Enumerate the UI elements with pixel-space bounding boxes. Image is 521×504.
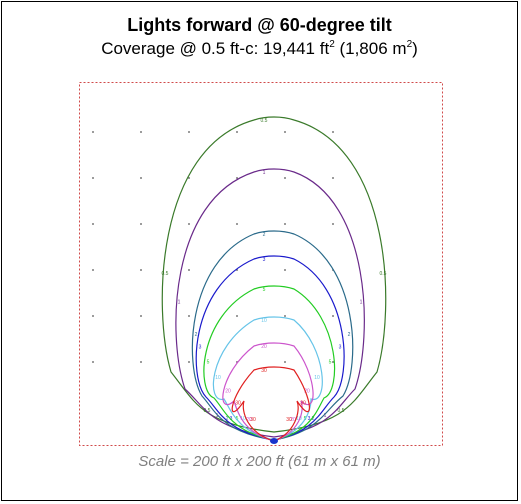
grid-dot bbox=[236, 177, 238, 179]
contour-label-3: 3 bbox=[308, 416, 311, 422]
contour-label-0-5: 0.5 bbox=[162, 271, 169, 277]
contour-label-20: 20 bbox=[246, 417, 252, 423]
contour-label-1: 1 bbox=[178, 300, 181, 306]
contour-5 bbox=[203, 285, 336, 441]
contour-label-20: 20 bbox=[290, 417, 296, 423]
grid-dot bbox=[188, 269, 190, 271]
contour-label-1: 1 bbox=[324, 413, 327, 419]
contour-label-10: 10 bbox=[261, 318, 267, 324]
isolux-plot: 0.5 0.5 0.5 0.5 0.5 1 1 1 1 1 2 2 2 2 2 3 3 3 3 3 5 5 5 5 5 10 10 1… bbox=[79, 82, 443, 446]
grid-dot bbox=[284, 269, 286, 271]
contour-label-30: 30 bbox=[300, 401, 306, 407]
contour-label-10: 10 bbox=[240, 416, 246, 422]
contour-label-5: 5 bbox=[207, 360, 210, 366]
contour-label-10: 10 bbox=[215, 375, 221, 381]
contour-1 bbox=[175, 168, 365, 438]
coverage-close: ) bbox=[412, 39, 418, 58]
grid-dot bbox=[140, 223, 142, 225]
contour-label-1: 1 bbox=[216, 413, 219, 419]
grid-dot bbox=[236, 315, 238, 317]
grid-dot bbox=[284, 361, 286, 363]
contour-label-30: 30 bbox=[250, 417, 256, 423]
contour-label-2: 2 bbox=[348, 332, 351, 338]
contour-label-2: 2 bbox=[226, 416, 229, 422]
grid-dot bbox=[332, 177, 334, 179]
grid-dot bbox=[140, 177, 142, 179]
grid-dot bbox=[236, 223, 238, 225]
contour-label-20: 20 bbox=[304, 389, 310, 395]
grid-dot bbox=[332, 361, 334, 363]
coverage-prefix: Coverage @ 0.5 ft-c: bbox=[101, 39, 264, 58]
contour-label-5: 5 bbox=[329, 360, 332, 366]
grid-dot bbox=[92, 315, 94, 317]
coverage-ft-exponent: 2 bbox=[329, 39, 335, 50]
grid-dot bbox=[236, 131, 238, 133]
grid-dot bbox=[92, 223, 94, 225]
scale-caption: Scale = 200 ft x 200 ft (61 m x 61 m) bbox=[138, 453, 381, 470]
contour-20 bbox=[222, 342, 314, 442]
contour-label-1: 1 bbox=[263, 170, 266, 176]
contour-label-30: 30 bbox=[235, 401, 241, 407]
grid-dot bbox=[284, 223, 286, 225]
grid-dot bbox=[92, 131, 94, 133]
contour-30 bbox=[231, 366, 310, 442]
grid-dot bbox=[140, 361, 142, 363]
grid-dot bbox=[92, 269, 94, 271]
grid-dot bbox=[284, 177, 286, 179]
grid-dot bbox=[188, 223, 190, 225]
grid-dot bbox=[332, 315, 334, 317]
grid-dot bbox=[140, 315, 142, 317]
contour-2 bbox=[191, 230, 354, 441]
contour-label-1: 1 bbox=[360, 300, 363, 306]
plot-boundary bbox=[79, 82, 443, 446]
contour-label-0-5: 0.5 bbox=[338, 408, 345, 414]
coverage-area-ft: 19,441 ft bbox=[263, 39, 330, 58]
grid-dot bbox=[188, 315, 190, 317]
grid-dot bbox=[92, 361, 94, 363]
grid-dot bbox=[284, 131, 286, 133]
grid-dot bbox=[140, 269, 142, 271]
contour-label-20: 20 bbox=[261, 344, 267, 350]
contour-label-10: 10 bbox=[314, 375, 320, 381]
contour-label-0-5: 0.5 bbox=[261, 118, 268, 124]
grid-dot bbox=[332, 131, 334, 133]
grid-dot bbox=[188, 177, 190, 179]
contour-10 bbox=[212, 316, 323, 441]
contour-label-20: 20 bbox=[225, 389, 231, 395]
contour-0-5 bbox=[161, 116, 387, 433]
contour-label-2: 2 bbox=[263, 232, 266, 238]
light-source bbox=[270, 438, 278, 444]
grid-dot bbox=[188, 131, 190, 133]
grid-dot bbox=[140, 131, 142, 133]
diagram-title: Lights forward @ 60-degree tilt bbox=[127, 15, 392, 35]
grid-dot bbox=[188, 361, 190, 363]
contour-3 bbox=[195, 255, 345, 441]
contour-label-2: 2 bbox=[312, 416, 315, 422]
coverage-m-exponent: 2 bbox=[406, 39, 413, 50]
contour-label-30: 30 bbox=[286, 417, 292, 423]
contour-label-3: 3 bbox=[263, 257, 266, 263]
contour-label-0-5: 0.5 bbox=[380, 271, 387, 277]
contour-label-3: 3 bbox=[339, 345, 342, 351]
contour-label-5: 5 bbox=[263, 287, 266, 293]
grid-dot bbox=[92, 177, 94, 179]
coverage-area-m: (1,806 m bbox=[334, 39, 407, 58]
contour-label-30: 30 bbox=[261, 368, 267, 374]
coverage-subtitle: Coverage @ 0.5 ft-c: 19,441 ft2 (1,806 m… bbox=[2, 39, 517, 59]
contour-label-2: 2 bbox=[195, 332, 198, 338]
contour-label-3: 3 bbox=[199, 345, 202, 351]
grid-dot bbox=[284, 315, 286, 317]
grid-dot bbox=[332, 223, 334, 225]
